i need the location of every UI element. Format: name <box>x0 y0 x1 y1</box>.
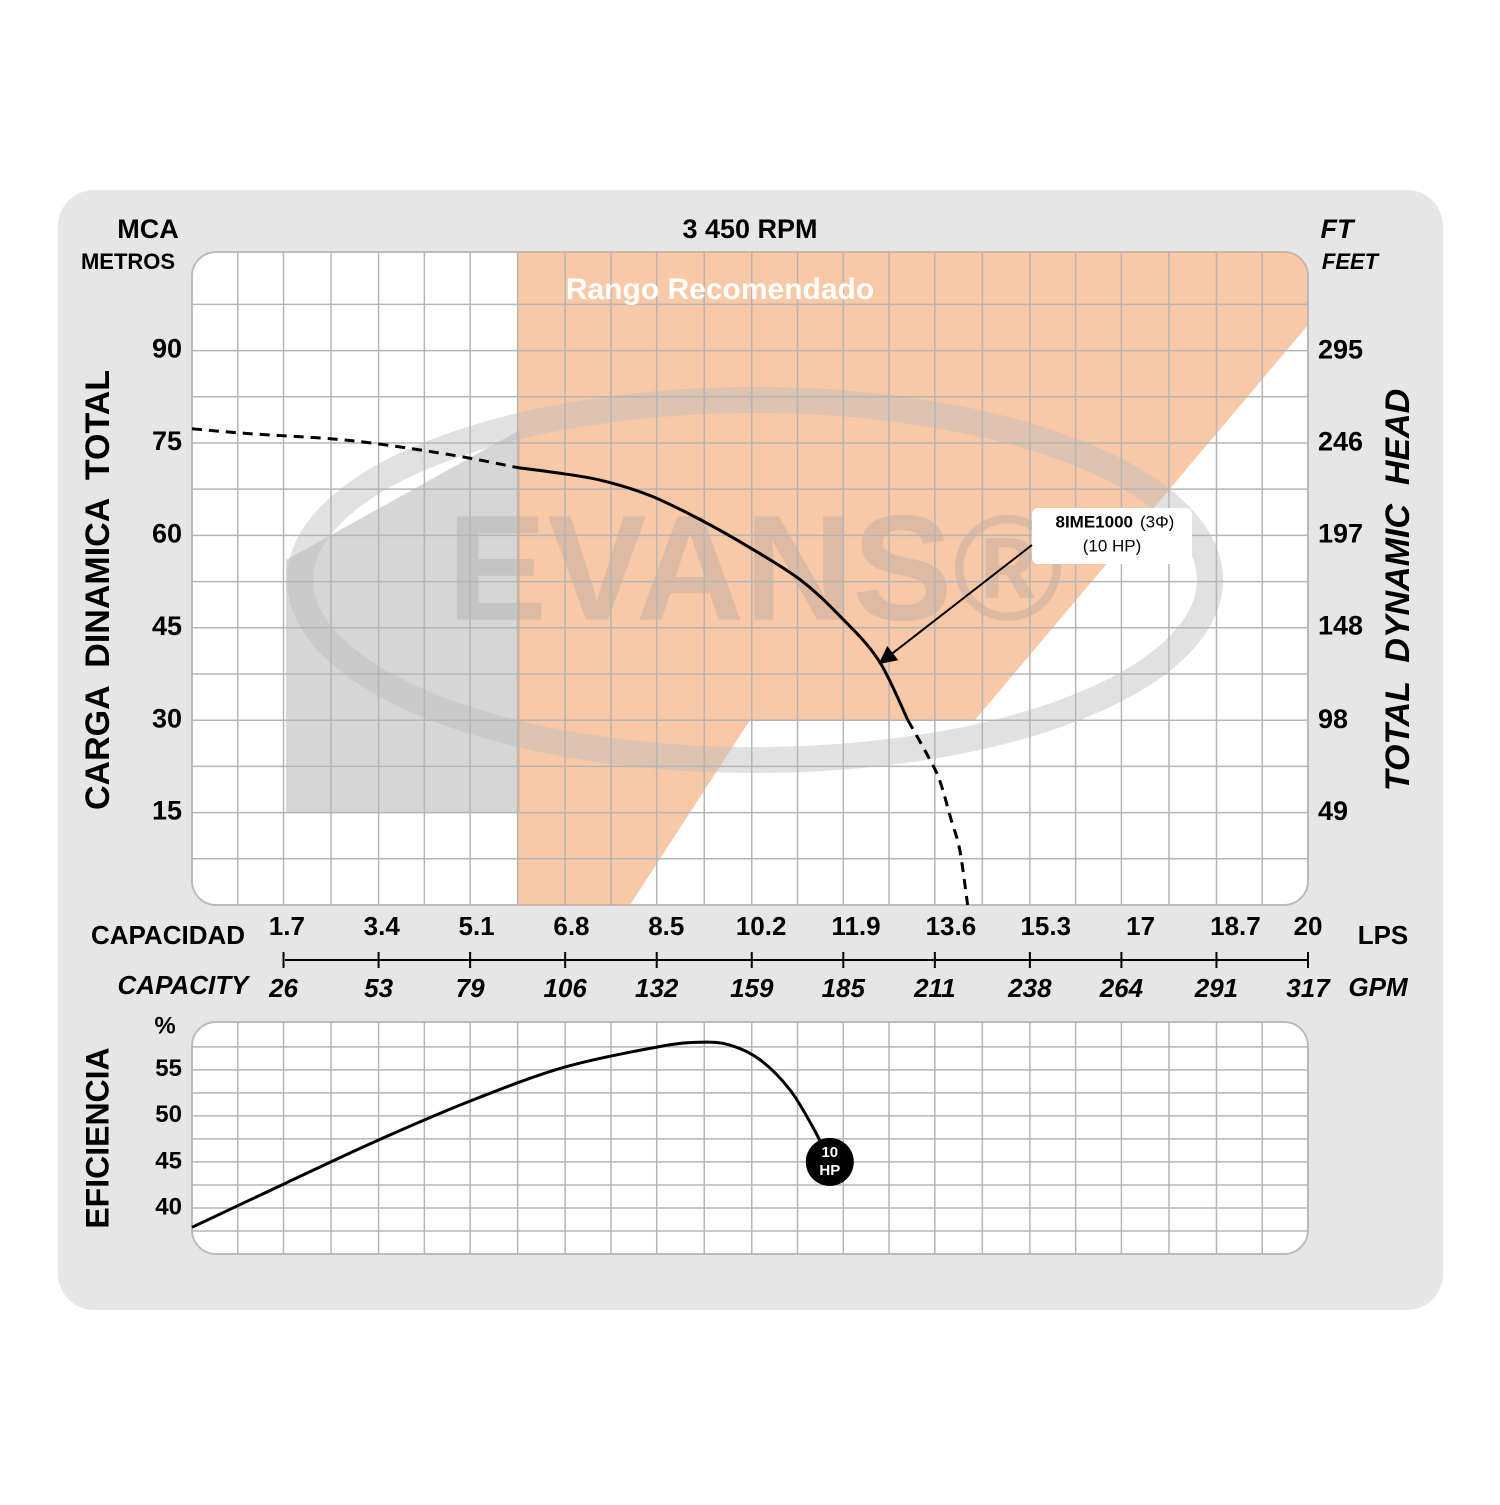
annotation-phase: (3Φ) <box>1140 512 1174 531</box>
x-tick-label: 1.7 <box>269 911 305 941</box>
watermark: EVANS® <box>447 484 1063 652</box>
x-tick-label: 18.7 <box>1210 911 1261 941</box>
region-label: Rango Recomendado <box>566 273 874 306</box>
y-tick-label: 45 <box>152 611 182 641</box>
y2-tick-label: 148 <box>1318 610 1363 640</box>
curve <box>191 427 519 470</box>
x-tick-label: 20 <box>1294 911 1323 941</box>
x2-tick-label: 79 <box>456 973 485 1003</box>
eff-tick-label: 40 <box>155 1193 182 1220</box>
chart-title: 3 450 RPM <box>682 214 817 244</box>
annotation-box <box>1032 508 1192 564</box>
x2-tick-label: 185 <box>822 973 866 1003</box>
y-tick-label: 75 <box>152 426 182 456</box>
x-axis-title: CAPACIDAD <box>91 920 245 950</box>
x2-tick-label: 53 <box>364 973 393 1003</box>
x2-tick-label: 238 <box>1007 973 1052 1003</box>
y2-tick-label: 98 <box>1318 704 1348 734</box>
power-marker <box>805 1137 854 1186</box>
y-unit-sub: METROS <box>81 249 175 274</box>
eff-unit: % <box>154 1012 175 1039</box>
x-tick-label: 17 <box>1126 911 1155 941</box>
y2-tick-label: 295 <box>1318 335 1363 365</box>
annotation-power: (10 HP) <box>1083 536 1142 555</box>
bottom-plot <box>192 1022 1308 1254</box>
x-tick-label: 10.2 <box>736 911 787 941</box>
y2-unit-sub: FEET <box>1322 249 1380 274</box>
plot-area <box>191 1021 1309 1255</box>
x-tick-label: 5.1 <box>459 911 495 941</box>
y2-axis-title: TOTAL DYNAMIC HEAD <box>1379 389 1417 791</box>
x2-tick-label: 159 <box>730 973 774 1003</box>
x2-tick-label: 317 <box>1286 973 1331 1003</box>
x-tick-label: 8.5 <box>648 911 684 941</box>
y2-tick-label: 49 <box>1318 796 1348 826</box>
y-tick-label: 30 <box>152 703 182 733</box>
y-unit: MCA <box>117 214 179 244</box>
x-unit: LPS <box>1358 920 1409 950</box>
curve <box>517 466 910 721</box>
curve <box>906 719 970 906</box>
x-tick-label: 6.8 <box>553 911 589 941</box>
x2-tick-label: 264 <box>1099 973 1144 1003</box>
x-tick-label: 11.9 <box>831 911 880 941</box>
marker-label: HP <box>819 1162 840 1179</box>
x-tick-label: 15.3 <box>1020 911 1071 941</box>
x-tick-label: 13.6 <box>926 911 977 941</box>
x2-tick-label: 291 <box>1194 973 1238 1003</box>
x-tick-label: 3.4 <box>364 911 401 941</box>
y2-tick-label: 197 <box>1318 518 1363 548</box>
watermark-shape <box>286 430 520 812</box>
y2-unit: FT <box>1321 214 1356 244</box>
eff-tick-label: 50 <box>155 1101 182 1128</box>
x2-tick-label: 106 <box>543 973 587 1003</box>
y-tick-label: 60 <box>152 519 182 549</box>
watermark-ring <box>287 387 1223 773</box>
annotation-model: 8IME1000 <box>1056 512 1134 531</box>
top-plot: EVANS® <box>192 252 1308 905</box>
y-tick-label: 15 <box>152 796 182 826</box>
x2-unit: GPM <box>1348 972 1409 1002</box>
recommended-range <box>518 252 1308 905</box>
curve <box>191 1040 832 1229</box>
eff-tick-label: 45 <box>155 1147 182 1174</box>
x2-axis-title: CAPACITY <box>118 970 252 1000</box>
eff-axis-title: EFICIENCIA <box>79 1047 115 1228</box>
y-tick-label: 90 <box>152 334 182 364</box>
x2-tick-label: 132 <box>635 973 679 1003</box>
y2-tick-label: 246 <box>1318 427 1363 457</box>
y-axis-title: CARGA DINAMICA TOTAL <box>79 370 117 810</box>
x2-tick-label: 26 <box>268 973 298 1003</box>
x2-tick-label: 211 <box>913 973 955 1003</box>
marker-label: 10 <box>821 1144 838 1161</box>
eff-tick-label: 55 <box>155 1055 182 1082</box>
annotation-arrow <box>878 544 1033 665</box>
